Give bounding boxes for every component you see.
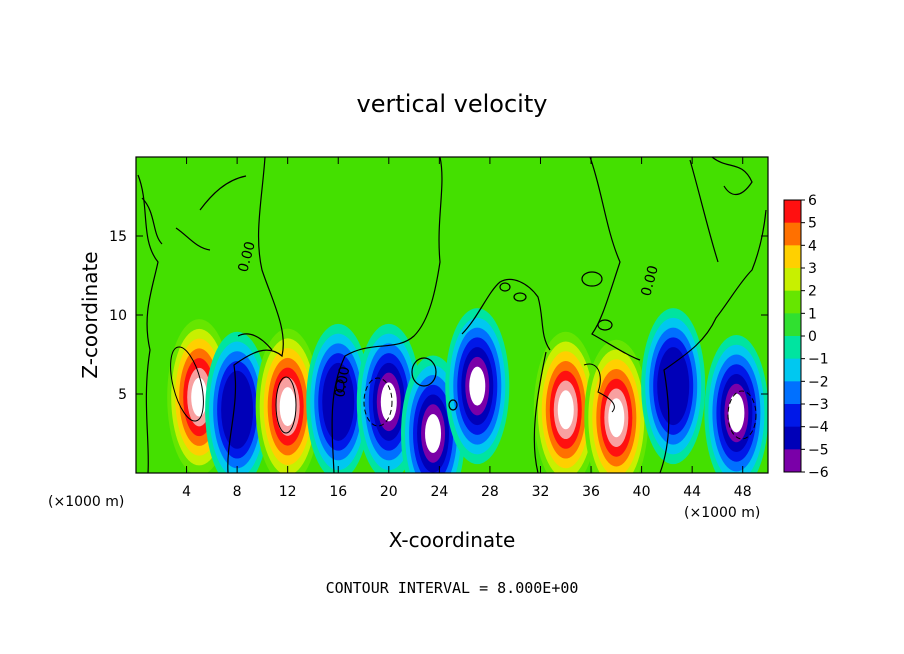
colorbar-tick-label: 0 (808, 329, 817, 345)
inner-contours (170, 346, 757, 440)
colorbar-swatch (784, 381, 801, 405)
contour-label: 0.00 (638, 264, 662, 298)
x-axis-ticks: 4 8 12 16 20 24 28 32 36 40 44 48 (182, 157, 752, 500)
colorbar: 6 5 4 3 2 1 0 −1 −2 −3 −4 −5 −6 (783, 193, 829, 481)
zero-contours (137, 157, 767, 473)
velocity-cell-band (380, 382, 397, 422)
colorbar-swatch (784, 290, 801, 314)
colorbar-tick-label: −2 (808, 374, 829, 390)
colorbar-tick-label: 5 (808, 216, 817, 232)
velocity-field (136, 157, 768, 473)
chart-title: vertical velocity (357, 90, 548, 118)
velocity-cell-band (221, 370, 254, 449)
velocity-cell-band (728, 393, 745, 433)
colorbar-tick-label: 4 (808, 238, 817, 254)
velocity-cell-band (557, 390, 574, 430)
colorbar-swatch (784, 358, 801, 382)
x-tick-label: 48 (734, 484, 752, 500)
velocity-cell-band (657, 347, 690, 426)
x-tick-label: 24 (430, 484, 448, 500)
velocity-cell-band (191, 377, 208, 417)
colorbar-tick-label: −3 (808, 397, 829, 413)
x-tick-label: 8 (233, 484, 242, 500)
colorbar-tick-label: 1 (808, 306, 817, 322)
colorbar-tick-label: 3 (808, 261, 817, 277)
colorbar-swatch (784, 200, 801, 224)
x-unit-left: (×1000 m) (48, 494, 124, 510)
x-unit-right: (×1000 m) (684, 505, 760, 521)
x-tick-label: 32 (532, 484, 550, 500)
velocity-cells (167, 308, 768, 473)
velocity-cell-band (608, 398, 625, 438)
x-tick-label: 40 (633, 484, 651, 500)
x-tick-label: 44 (683, 484, 701, 500)
colorbar-tick-label: 2 (808, 284, 817, 300)
y-tick-label: 5 (118, 387, 127, 403)
x-tick-label: 4 (182, 484, 191, 500)
x-tick-label: 12 (279, 484, 297, 500)
velocity-cell-band (469, 366, 486, 406)
contour-label: 0.00 (235, 240, 259, 274)
x-tick-label: 36 (582, 484, 600, 500)
colorbar-swatch (784, 268, 801, 292)
colorbar-tick-label: −6 (808, 465, 829, 481)
colorbar-swatch (784, 404, 801, 428)
x-tick-label: 20 (380, 484, 398, 500)
velocity-cell-band (279, 387, 296, 427)
colorbar-swatch (784, 426, 801, 450)
contour-label: 0.00 (332, 365, 353, 398)
y-tick-label: 10 (109, 308, 127, 324)
x-tick-label: 16 (329, 484, 347, 500)
y-tick-label: 15 (109, 229, 127, 245)
colorbar-tick-label: −1 (808, 352, 829, 368)
colorbar-swatch (784, 336, 801, 360)
velocity-cell-band (425, 414, 442, 453)
velocity-cell-band (322, 362, 355, 441)
colorbar-swatch (784, 449, 801, 473)
colorbar-tick-label: −4 (808, 420, 829, 436)
x-tick-label: 28 (481, 484, 499, 500)
colorbar-tick-label: 6 (808, 193, 817, 209)
y-axis-label: Z-coordinate (78, 251, 102, 378)
contour-interval-note: CONTOUR INTERVAL = 8.000E+00 (326, 579, 579, 597)
x-axis-label: X-coordinate (389, 528, 516, 552)
colorbar-tick-label: −5 (808, 442, 829, 458)
colorbar-swatch (784, 313, 801, 337)
colorbar-swatch (784, 222, 801, 246)
y-axis-ticks: 5 10 15 (109, 229, 768, 403)
colorbar-swatch (784, 245, 801, 269)
